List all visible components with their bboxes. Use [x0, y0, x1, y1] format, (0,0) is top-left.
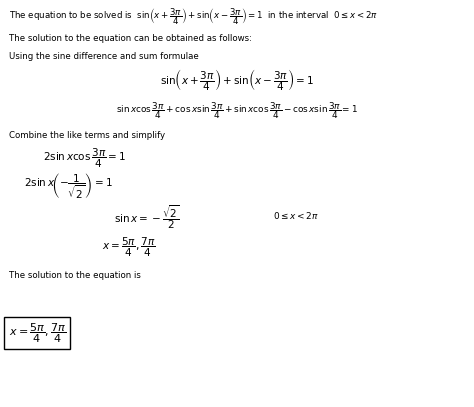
- Text: $2\sin x\!\left(-\dfrac{1}{\sqrt{2}}\right)=1$: $2\sin x\!\left(-\dfrac{1}{\sqrt{2}}\rig…: [24, 171, 112, 201]
- Text: The solution to the equation can be obtained as follows:: The solution to the equation can be obta…: [9, 34, 252, 43]
- Text: $\sin\!\left(x+\dfrac{3\pi}{4}\right)+\sin\!\left(x-\dfrac{3\pi}{4}\right)=1$: $\sin\!\left(x+\dfrac{3\pi}{4}\right)+\s…: [160, 67, 314, 93]
- Text: $\sin x\cos\dfrac{3\pi}{4}+\cos x\sin\dfrac{3\pi}{4}+\sin x\cos\dfrac{3\pi}{4}-\: $\sin x\cos\dfrac{3\pi}{4}+\cos x\sin\df…: [116, 101, 358, 122]
- Text: The solution to the equation is: The solution to the equation is: [9, 271, 140, 280]
- Text: $x = \dfrac{5\pi}{4},\dfrac{7\pi}{4}$: $x = \dfrac{5\pi}{4},\dfrac{7\pi}{4}$: [9, 321, 66, 345]
- Text: $2\sin x\cos\dfrac{3\pi}{4}=1$: $2\sin x\cos\dfrac{3\pi}{4}=1$: [43, 147, 126, 171]
- Text: $\sin x = -\dfrac{\sqrt{2}}{2}$: $\sin x = -\dfrac{\sqrt{2}}{2}$: [114, 204, 180, 231]
- Text: Using the sine difference and sum formulae: Using the sine difference and sum formul…: [9, 52, 198, 61]
- Text: $0 \leq x < 2\pi$: $0 \leq x < 2\pi$: [273, 210, 319, 221]
- Text: Combine the like terms and simplify: Combine the like terms and simplify: [9, 131, 164, 140]
- Text: The equation to be solved is  $\sin\!\left(x+\dfrac{3\pi}{4}\right)+\sin\!\left(: The equation to be solved is $\sin\!\lef…: [9, 7, 378, 27]
- Text: $x = \dfrac{5\pi}{4},\dfrac{7\pi}{4}$: $x = \dfrac{5\pi}{4},\dfrac{7\pi}{4}$: [102, 235, 155, 259]
